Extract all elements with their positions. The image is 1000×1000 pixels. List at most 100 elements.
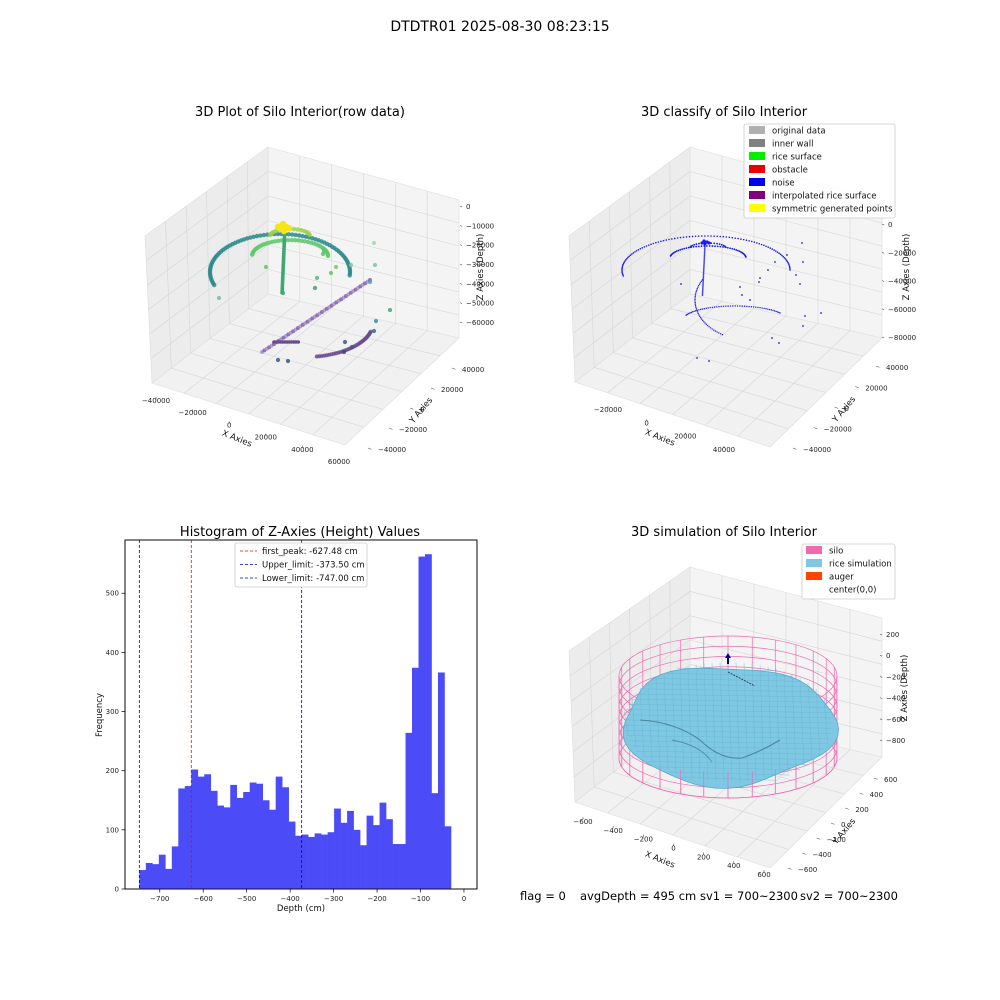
hist-x-tick: −400 — [281, 895, 300, 903]
noise-point — [621, 270, 623, 272]
hist-bar — [217, 805, 225, 889]
noise-point — [703, 262, 705, 264]
noise-point — [695, 245, 698, 248]
noise-point — [778, 311, 780, 314]
hist-bar — [184, 786, 192, 889]
p4-z-tick: −800 — [886, 737, 905, 745]
hist-bar — [360, 845, 367, 889]
p4-x-tick: 600 — [757, 871, 770, 879]
panel-histogram: Histogram of Z-Axies (Height) Values −70… — [95, 525, 478, 914]
data-point — [303, 234, 309, 239]
p1-z-tick: −30000 — [466, 261, 494, 269]
panel4-xlabel: X Axies — [643, 850, 676, 871]
noise-point — [708, 360, 710, 362]
hist-threshold-lines — [138, 540, 303, 889]
p2-z-tick: −20000 — [888, 249, 916, 257]
panel2-title: 3D classify of Silo Interior — [641, 105, 808, 120]
data-point — [296, 340, 301, 344]
panel1-ylabel: Y Axies — [407, 395, 435, 426]
p1-z-tick: −60000 — [466, 319, 494, 327]
noise-point — [703, 256, 706, 258]
noise-point — [740, 238, 742, 240]
panel-raw-data: 3D Plot of Silo Interior(row data) −4000… — [142, 105, 494, 466]
noise-point — [788, 266, 791, 269]
noise-point — [718, 332, 720, 334]
hist-x-tick: −300 — [324, 895, 343, 903]
hist-bar — [139, 870, 147, 889]
noise-point — [750, 240, 753, 243]
legend-label: rice simulation — [829, 560, 892, 570]
noise-point — [635, 250, 638, 252]
data-point — [286, 232, 291, 237]
noise-point — [699, 282, 702, 284]
p4-y-tick: 600 — [884, 776, 897, 784]
hist-x-tick: 0 — [462, 895, 466, 903]
noise-point — [727, 305, 729, 307]
noise-point — [685, 236, 688, 238]
noise-point — [776, 311, 779, 313]
p2-x-tick: −20000 — [594, 406, 622, 414]
noise-point — [711, 245, 714, 247]
noise-point — [704, 322, 706, 324]
noise-point — [688, 235, 691, 238]
hist-bar — [347, 810, 354, 889]
legend-swatch — [749, 191, 765, 199]
noise-point — [771, 248, 773, 250]
noise-point — [676, 237, 679, 239]
noise-point — [650, 243, 652, 246]
data-point — [387, 307, 393, 313]
noise-point — [765, 245, 767, 248]
noise-point — [789, 269, 791, 271]
data-point — [289, 237, 294, 243]
data-point — [307, 232, 312, 237]
noise-point — [688, 312, 690, 315]
data-point — [341, 349, 347, 355]
noise-point — [782, 255, 784, 258]
hist-bar — [431, 793, 439, 889]
noise-point — [690, 311, 693, 314]
p1-x-tick: −20000 — [179, 409, 207, 417]
hist-y-tick: 0 — [115, 886, 119, 894]
noise-point — [697, 284, 700, 287]
noise-point — [655, 241, 657, 244]
noise-point — [718, 243, 721, 246]
legend-label: Lower_limit: -747.00 cm — [262, 574, 364, 584]
hist-bar — [262, 800, 270, 889]
status-sv2: sv2 = 700~2300 — [800, 889, 898, 903]
hist-bar — [301, 834, 309, 889]
data-point — [295, 227, 300, 232]
panel1-3d-box — [144, 146, 460, 446]
legend-swatch — [749, 165, 765, 173]
noise-point — [713, 242, 716, 245]
data-point — [297, 233, 302, 238]
p4-y-tick: 0 — [841, 821, 845, 829]
noise-point — [639, 248, 642, 250]
data-point — [328, 270, 334, 276]
hist-bar — [412, 667, 419, 889]
panel2-ylabel: Y Axies — [830, 394, 858, 425]
noise-point — [731, 247, 734, 250]
legend-swatch — [749, 139, 765, 147]
noise-point — [768, 308, 771, 311]
hist-xlabel: Depth (cm) — [277, 904, 325, 914]
noise-point — [694, 305, 697, 307]
noise-point — [802, 325, 804, 327]
hist-bar — [230, 784, 238, 889]
p4-x-tick: 400 — [727, 862, 740, 870]
figure-suptitle: DTDTR01 2025-08-30 08:23:15 — [390, 19, 609, 35]
data-point — [280, 227, 288, 235]
hist-y-tick: 300 — [106, 708, 119, 716]
data-point — [347, 273, 352, 278]
p1-x-tick: 60000 — [328, 458, 350, 466]
noise-point — [710, 235, 712, 237]
noise-point — [621, 268, 623, 271]
noise-point — [711, 306, 714, 309]
noise-point — [785, 259, 788, 261]
noise-point — [748, 305, 750, 308]
noise-point — [701, 308, 704, 310]
p4-x-tick: 200 — [697, 853, 710, 861]
p4-x-tick: −600 — [573, 818, 592, 826]
legend-swatch — [806, 546, 822, 554]
noise-point — [621, 272, 624, 275]
noise-point — [733, 248, 736, 251]
